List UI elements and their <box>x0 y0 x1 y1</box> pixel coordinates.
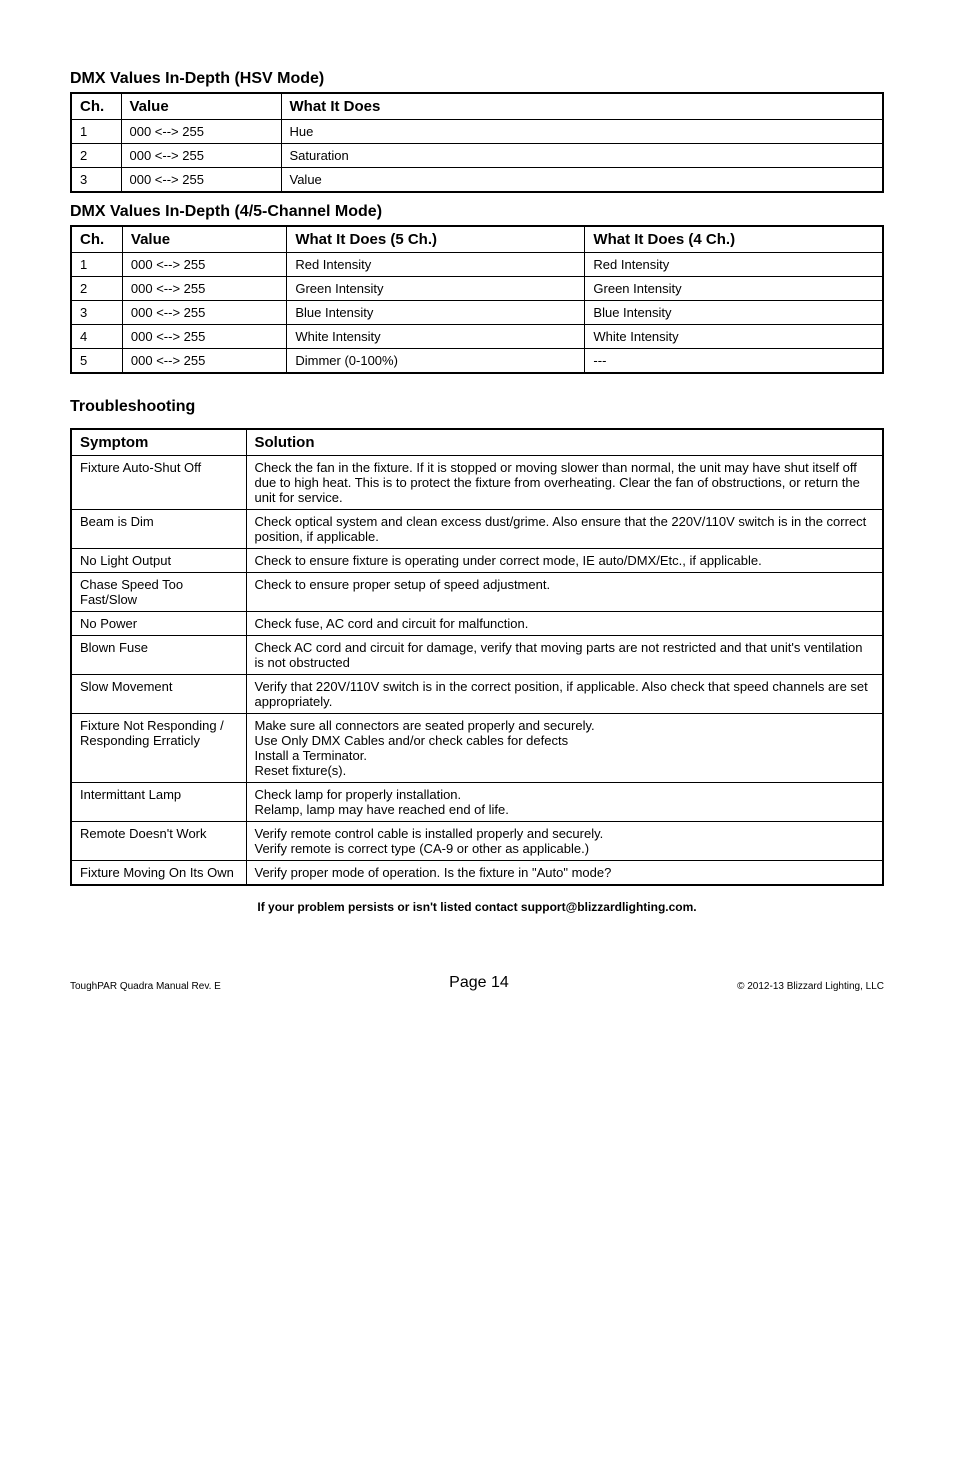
table-row: 3000 <--> 255Value <box>71 168 883 193</box>
table-cell: 1 <box>71 120 121 144</box>
table-cell: 3 <box>71 168 121 193</box>
col-header-symptom: Symptom <box>71 429 246 456</box>
table-cell: Verify remote control cable is installed… <box>246 822 883 861</box>
table-cell: No Light Output <box>71 549 246 573</box>
col-header-ch: Ch. <box>71 226 122 253</box>
table-cell: Check lamp for properly installation. Re… <box>246 783 883 822</box>
table-cell: 000 <--> 255 <box>121 144 281 168</box>
table-row: Fixture Auto-Shut OffCheck the fan in th… <box>71 456 883 510</box>
table-cell: 000 <--> 255 <box>121 168 281 193</box>
table-row: Fixture Moving On Its OwnVerify proper m… <box>71 861 883 886</box>
table-cell: Check to ensure proper setup of speed ad… <box>246 573 883 612</box>
table-cell: Check to ensure fixture is operating und… <box>246 549 883 573</box>
col-header-4ch: What It Does (4 Ch.) <box>585 226 883 253</box>
table-cell: Verify proper mode of operation. Is the … <box>246 861 883 886</box>
table-cell: 000 <--> 255 <box>122 325 286 349</box>
table-row: Chase Speed Too Fast/SlowCheck to ensure… <box>71 573 883 612</box>
table-cell: Beam is Dim <box>71 510 246 549</box>
table-cell: 2 <box>71 277 122 301</box>
table-cell: Check fuse, AC cord and circuit for malf… <box>246 612 883 636</box>
table-cell: 1 <box>71 253 122 277</box>
table-cell: Chase Speed Too Fast/Slow <box>71 573 246 612</box>
footer-right: © 2012-13 Blizzard Lighting, LLC <box>737 981 884 992</box>
table-cell: Red Intensity <box>287 253 585 277</box>
page-footer: ToughPAR Quadra Manual Rev. E Page 14 © … <box>70 974 884 992</box>
table-header-row: Ch. Value What It Does <box>71 93 883 120</box>
table-row: No PowerCheck fuse, AC cord and circuit … <box>71 612 883 636</box>
table-cell: No Power <box>71 612 246 636</box>
col-header-5ch: What It Does (5 Ch.) <box>287 226 585 253</box>
table-row: No Light OutputCheck to ensure fixture i… <box>71 549 883 573</box>
table-cell: 000 <--> 255 <box>122 253 286 277</box>
table-cell: Fixture Auto-Shut Off <box>71 456 246 510</box>
table-cell: 000 <--> 255 <box>122 277 286 301</box>
table-cell: Blue Intensity <box>287 301 585 325</box>
table-cell: Check the fan in the fixture. If it is s… <box>246 456 883 510</box>
table-cell: Green Intensity <box>287 277 585 301</box>
table-cell: Fixture Not Responding / Responding Erra… <box>71 714 246 783</box>
table-header-row: Symptom Solution <box>71 429 883 456</box>
table-cell: Fixture Moving On Its Own <box>71 861 246 886</box>
table-row: 4000 <--> 255White IntensityWhite Intens… <box>71 325 883 349</box>
col-header-ch: Ch. <box>71 93 121 120</box>
table-cell: Check optical system and clean excess du… <box>246 510 883 549</box>
ch45-table: Ch. Value What It Does (5 Ch.) What It D… <box>70 225 884 374</box>
table-cell: 5 <box>71 349 122 374</box>
col-header-value: Value <box>122 226 286 253</box>
table-cell: 2 <box>71 144 121 168</box>
table-row: 5000 <--> 255Dimmer (0-100%)--- <box>71 349 883 374</box>
col-header-solution: Solution <box>246 429 883 456</box>
table-cell: Hue <box>281 120 883 144</box>
support-footnote: If your problem persists or isn't listed… <box>70 900 884 914</box>
col-header-does: What It Does <box>281 93 883 120</box>
table-cell: Dimmer (0-100%) <box>287 349 585 374</box>
footer-page-number: Page 14 <box>221 974 737 992</box>
troubleshooting-table: Symptom Solution Fixture Auto-Shut OffCh… <box>70 428 884 886</box>
table-cell: --- <box>585 349 883 374</box>
table-cell: 000 <--> 255 <box>122 349 286 374</box>
table-cell: White Intensity <box>585 325 883 349</box>
table-cell: Blue Intensity <box>585 301 883 325</box>
troubleshooting-tbody: Fixture Auto-Shut OffCheck the fan in th… <box>71 456 883 886</box>
col-header-value: Value <box>121 93 281 120</box>
footer-left: ToughPAR Quadra Manual Rev. E <box>70 981 221 992</box>
table-cell: Make sure all connectors are seated prop… <box>246 714 883 783</box>
table-cell: Verify that 220V/110V switch is in the c… <box>246 675 883 714</box>
table-cell: Intermittant Lamp <box>71 783 246 822</box>
table-cell: 000 <--> 255 <box>122 301 286 325</box>
table-row: 2000 <--> 255Green IntensityGreen Intens… <box>71 277 883 301</box>
table-cell: Check AC cord and circuit for damage, ve… <box>246 636 883 675</box>
table-cell: Value <box>281 168 883 193</box>
table-row: Fixture Not Responding / Responding Erra… <box>71 714 883 783</box>
table-row: 1000 <--> 255Red IntensityRed Intensity <box>71 253 883 277</box>
table-header-row: Ch. Value What It Does (5 Ch.) What It D… <box>71 226 883 253</box>
table-cell: 000 <--> 255 <box>121 120 281 144</box>
table-cell: 4 <box>71 325 122 349</box>
hsv-table: Ch. Value What It Does 1000 <--> 255Hue2… <box>70 92 884 193</box>
table-cell: 3 <box>71 301 122 325</box>
table-cell: Blown Fuse <box>71 636 246 675</box>
table-row: 2000 <--> 255Saturation <box>71 144 883 168</box>
table-cell: White Intensity <box>287 325 585 349</box>
table-row: Slow MovementVerify that 220V/110V switc… <box>71 675 883 714</box>
table-cell: Remote Doesn't Work <box>71 822 246 861</box>
table-row: Intermittant LampCheck lamp for properly… <box>71 783 883 822</box>
ch45-heading: DMX Values In-Depth (4/5-Channel Mode) <box>70 203 884 221</box>
table-cell: Slow Movement <box>71 675 246 714</box>
table-cell: Red Intensity <box>585 253 883 277</box>
table-cell: Saturation <box>281 144 883 168</box>
table-cell: Green Intensity <box>585 277 883 301</box>
hsv-heading: DMX Values In-Depth (HSV Mode) <box>70 70 884 88</box>
table-row: 1000 <--> 255Hue <box>71 120 883 144</box>
hsv-tbody: 1000 <--> 255Hue2000 <--> 255Saturation3… <box>71 120 883 193</box>
troubleshooting-heading: Troubleshooting <box>70 398 884 416</box>
table-row: 3000 <--> 255Blue IntensityBlue Intensit… <box>71 301 883 325</box>
table-row: Remote Doesn't WorkVerify remote control… <box>71 822 883 861</box>
table-row: Blown FuseCheck AC cord and circuit for … <box>71 636 883 675</box>
table-row: Beam is DimCheck optical system and clea… <box>71 510 883 549</box>
ch45-tbody: 1000 <--> 255Red IntensityRed Intensity2… <box>71 253 883 374</box>
